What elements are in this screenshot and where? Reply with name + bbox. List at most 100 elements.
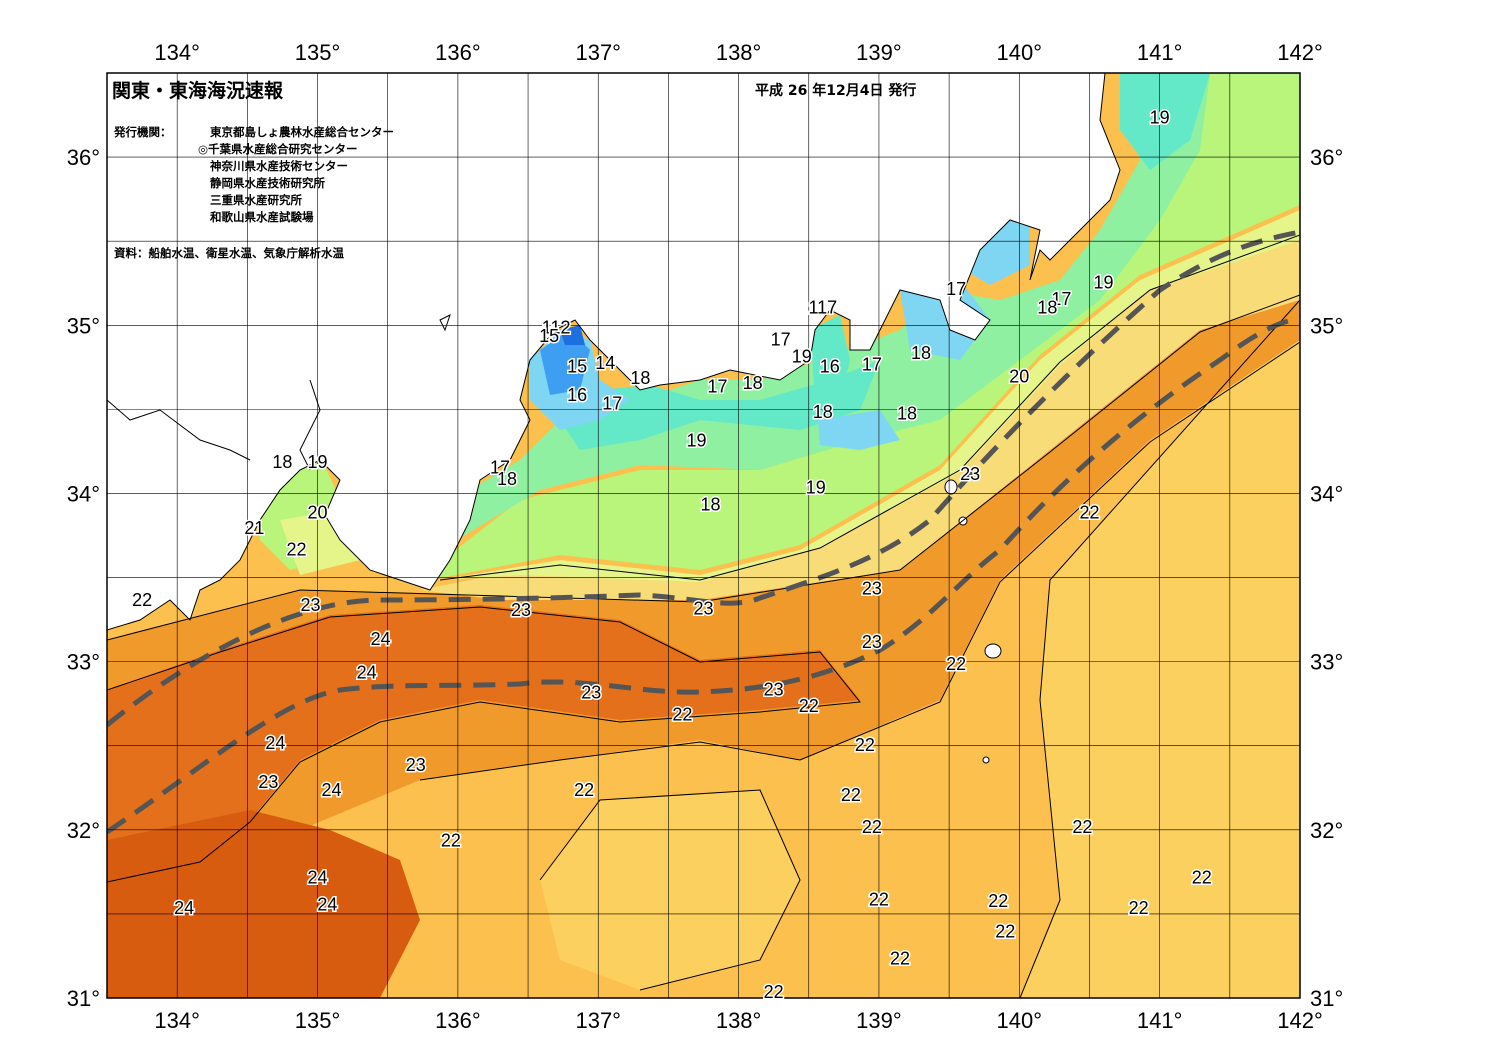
isotherm-value-label: 24 [371, 629, 391, 649]
isotherm-value-label: 18 [813, 402, 833, 422]
coastline-awaji [299, 379, 321, 471]
land [106, 72, 1121, 764]
lat-tick-label-left: 34° [67, 481, 100, 506]
isotherm-value-label: 22 [1072, 817, 1092, 837]
isotherm-value-label: 23 [258, 772, 278, 792]
sea-17-zone [560, 360, 880, 450]
isotherm-value-label: 22 [764, 982, 784, 1002]
lat-tick-label-left: 32° [67, 818, 100, 843]
isotherm-22b [539, 789, 801, 991]
isotherm-22 [107, 294, 1300, 641]
lat-tick-label-left: 33° [67, 650, 100, 675]
lon-tick-label-bottom: 142° [1277, 1008, 1323, 1033]
isotherm-value-label: 16 [820, 356, 840, 376]
isotherm-value-label: 23 [960, 464, 980, 484]
isotherm-value-label: 15 [567, 356, 587, 376]
isotherm-24 [107, 606, 861, 883]
lat-tick-label-left: 36° [67, 145, 100, 170]
isotherm-value-label: 22 [1079, 503, 1099, 523]
isotherm-value-label: 17 [602, 393, 622, 413]
honshu-shikoku-landmass [106, 72, 1121, 631]
sea-25-zone [107, 810, 420, 998]
isotherm-value-label: 24 [174, 898, 194, 918]
lon-tick-label-top: 135° [295, 40, 341, 65]
isotherm-value-label: 24 [308, 868, 328, 888]
isotherm-value-label: 24 [322, 780, 342, 800]
lat-tick-label-right: 35° [1310, 313, 1343, 338]
isotherm-value-label: 18 [630, 368, 650, 388]
agency-item: 静岡県水産技術研究所 [210, 176, 325, 190]
agency-item: 三重県水産研究所 [210, 193, 302, 207]
kuroshio-north-edge [107, 229, 1300, 727]
isotherm-23 [419, 341, 1300, 781]
lon-tick-label-top: 136° [435, 40, 481, 65]
lon-tick-label-bottom: 136° [435, 1008, 481, 1033]
agency-row: 静岡県水産技術研究所 [114, 175, 394, 192]
sea-17-suruga [810, 315, 850, 400]
lon-tick-label-top: 134° [154, 40, 200, 65]
lat-tick-label-right: 33° [1310, 650, 1343, 675]
isotherm-value-label: 18 [272, 452, 292, 472]
agency-row: ◎千葉県水産総合研究センター [114, 141, 394, 158]
isotherm-value-label: 22 [799, 696, 819, 716]
lat-tick-label-right: 32° [1310, 818, 1343, 843]
isotherm-value-label: 22 [672, 705, 692, 725]
axis-labels: 134° 134° 135° 135° 136° 136° 137° 137° 138° 138°… [67, 40, 1344, 1033]
lon-tick-label-bottom: 134° [154, 1008, 200, 1033]
isotherm-value-label: 17 [490, 457, 510, 477]
isotherm-value-label: 23 [764, 679, 784, 699]
isotherm-value-label: 18 [497, 469, 517, 489]
isotherm-value-label: 22 [286, 540, 306, 560]
isotherm-value-label: 22 [869, 890, 889, 910]
isotherm-value-label: 117 [808, 298, 837, 318]
isotherm-value-label: 14 [595, 353, 615, 373]
lat-tick-label-left: 31° [67, 986, 100, 1011]
lat-tick-label-right: 36° [1310, 145, 1343, 170]
isotherm-value-label: 22 [441, 831, 461, 851]
lon-tick-label-top: 140° [997, 40, 1043, 65]
lon-tick-label-bottom: 138° [716, 1008, 762, 1033]
isotherm-value-label: 22 [946, 654, 966, 674]
coastline-seto [106, 399, 251, 461]
island-oshima [944, 479, 958, 495]
isotherm-value-label: 22 [1129, 898, 1149, 918]
kuroshio-south-edge [107, 315, 1300, 835]
lat-tick-label-left: 35° [67, 313, 100, 338]
island-miyake [984, 643, 1002, 659]
isotherm-value-label: 24 [357, 662, 377, 682]
isotherm-value-label: 19 [806, 477, 826, 497]
isotherm-21 [1019, 299, 1300, 998]
lon-tick-label-bottom: 135° [295, 1008, 341, 1033]
isotherm-value-label: 17 [1051, 289, 1071, 309]
isotherm-value-label: 23 [300, 595, 320, 615]
isotherm-value-label: 18 [701, 494, 721, 514]
isotherm-value-label: 19 [1093, 272, 1113, 292]
isotherm-value-label: 17 [708, 377, 728, 397]
isotherm-value-label: 22 [855, 735, 875, 755]
agency-row: 発行機関： 東京都島しょ農林水産総合センター [114, 124, 394, 141]
sea-24-core [107, 605, 860, 880]
isotherm-value-label: 112 [542, 318, 571, 338]
isotherm-value-label: 22 [995, 921, 1015, 941]
sea-17-sagami [900, 280, 990, 360]
lon-tick-label-top: 142° [1277, 40, 1323, 65]
isotherm-value-label: 22 [988, 891, 1008, 911]
isotherm-value-label: 23 [581, 683, 601, 703]
agency-list: 発行機関： 東京都島しょ農林水産総合センター ◎千葉県水産総合研究センター 神奈川… [114, 124, 394, 226]
isotherm-value-label: 16 [567, 385, 587, 405]
lon-tick-label-top: 138° [716, 40, 762, 65]
lon-tick-label-top: 137° [575, 40, 621, 65]
lat-tick-label-right: 34° [1310, 481, 1343, 506]
isotherm-value-label: 18 [1037, 298, 1057, 318]
data-source: 資料：船舶水温、衛星水温、気象庁解析水温 [114, 246, 344, 260]
isotherm-value-label: 23 [511, 600, 531, 620]
isotherm-value-label: 21 [244, 518, 264, 538]
isotherm-value-label: 17 [771, 329, 791, 349]
sea-16-suruga [818, 410, 900, 450]
lon-tick-label-top: 139° [856, 40, 902, 65]
agency-item: 東京都島しょ農林水産総合センター [210, 125, 394, 139]
sea-19-patch [600, 510, 780, 560]
sea-17-northeast [1120, 73, 1210, 170]
isotherm-value-label: 22 [841, 785, 861, 805]
